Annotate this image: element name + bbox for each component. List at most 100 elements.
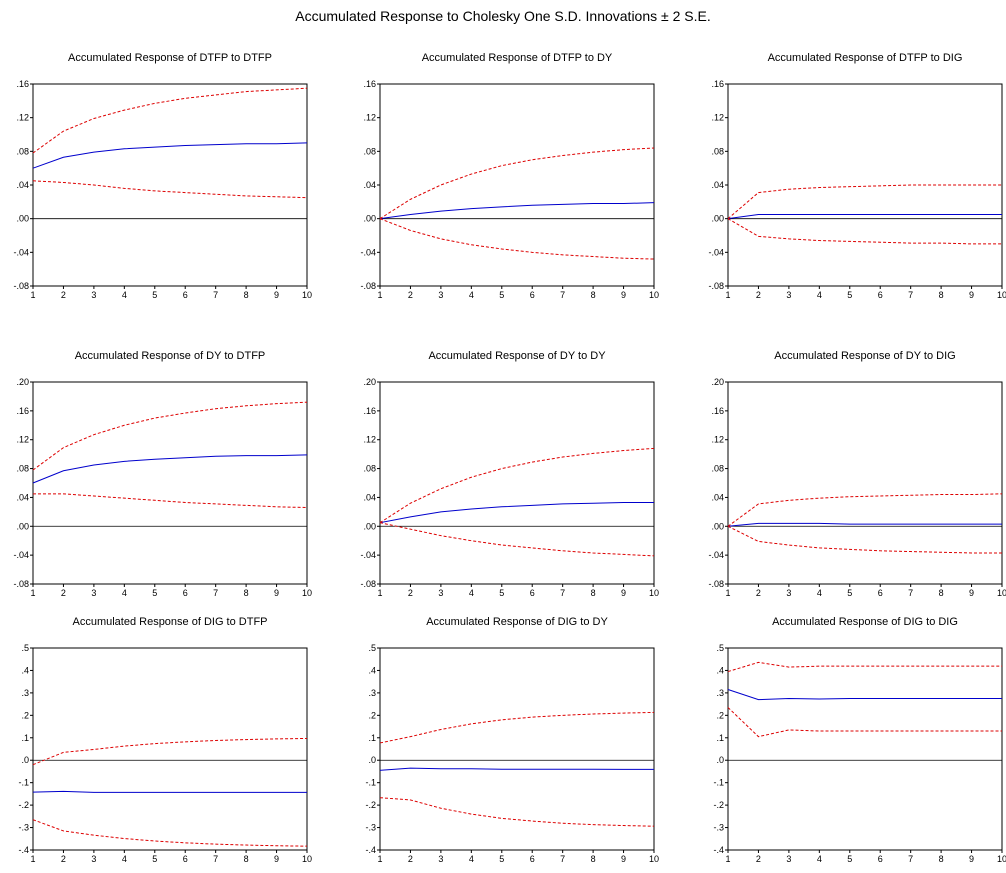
x-tick-label: 6 [878,588,883,598]
y-tick-label: .12 [16,113,29,123]
x-tick-label: 7 [213,290,218,300]
chart-panel: Accumulated Response of DY to DTFP .20 .16… [13,350,312,598]
x-tick-label: 8 [939,854,944,864]
plot-frame [379,647,655,851]
x-tick-label: 2 [61,854,66,864]
y-tick-label: .12 [711,113,724,123]
y-tick-label: .1 [21,733,29,743]
panel-title: Accumulated Response of DIG to DIG [772,616,958,628]
y-tick-label: -.3 [713,823,724,833]
x-tick-label: 9 [969,854,974,864]
x-tick-label: 8 [244,290,249,300]
x-tick-label: 1 [30,588,35,598]
chart-panel: Accumulated Response of DIG to DY .5 .4 .3.… [365,616,659,864]
y-tick-label: .12 [16,435,29,445]
x-tick-label: 8 [939,588,944,598]
chart-panel: Accumulated Response of DY to DIG .20 .16.… [708,350,1006,598]
plot-frame [379,83,655,287]
x-tick-label: 5 [499,854,504,864]
y-tick-label: .08 [16,146,29,156]
x-tick-label: 5 [499,290,504,300]
y-tick-label: -.08 [360,281,376,291]
x-tick-label: 4 [469,588,474,598]
plot-frame [727,647,1003,851]
x-tick-label: 9 [274,854,279,864]
y-tick-label: -.04 [360,247,376,257]
response-line [727,213,1002,220]
chart-panel: Accumulated Response of DIG to DTFP .5 .4.… [18,616,312,864]
panel-title: Accumulated Response of DY to DIG [774,350,955,362]
response-line [379,501,654,524]
x-tick-label: 1 [30,854,35,864]
x-tick-label: 9 [274,290,279,300]
x-tick-label: 3 [438,290,443,300]
y-tick-label: .08 [363,146,376,156]
upper-band-line [379,447,655,524]
y-tick-label: .2 [21,710,29,720]
x-tick-label: 8 [244,588,249,598]
y-tick-label: -.2 [365,800,376,810]
y-tick-label: .1 [368,733,376,743]
x-tick-label: 2 [61,290,66,300]
x-tick-label: 2 [756,290,761,300]
y-tick-label: .04 [363,492,376,502]
upper-band-line [379,147,655,220]
y-tick-label: -.04 [708,550,724,560]
x-tick-label: 1 [30,290,35,300]
chart-panel: Accumulated Response of DIG to DIG .5 .4 .3… [713,616,1006,864]
x-tick-label: 2 [61,588,66,598]
y-tick-label: .4 [21,665,29,675]
response-line [379,202,655,220]
y-tick-label: .04 [711,180,724,190]
upper-band-line [379,711,655,744]
panel-title: Accumulated Response of DTFP to DIG [768,52,963,64]
x-tick-label: 5 [847,588,852,598]
x-tick-label: 4 [469,854,474,864]
x-tick-label: 6 [183,588,188,598]
x-tick-label: 6 [183,290,188,300]
y-tick-label: .00 [16,214,29,224]
x-tick-label: 9 [621,588,626,598]
x-tick-label: 10 [649,588,659,598]
y-tick-label: -.1 [713,778,724,788]
main-title: Accumulated Response to Cholesky One S.D… [295,8,711,24]
y-tick-label: .0 [368,755,376,765]
upper-band-line [32,87,308,154]
y-tick-label: -.4 [18,845,29,855]
x-tick-label: 6 [183,854,188,864]
x-tick-label: 2 [408,290,413,300]
x-tick-label: 7 [560,588,565,598]
y-tick-label: .08 [711,464,724,474]
panel-title: Accumulated Response of DIG to DY [426,616,608,628]
x-tick-label: 10 [302,854,312,864]
y-tick-label: .16 [711,406,724,416]
x-tick-label: 5 [847,290,852,300]
x-tick-label: 1 [725,854,730,864]
x-tick-label: 10 [997,290,1006,300]
x-tick-label: 4 [469,290,474,300]
y-tick-label: -.2 [713,800,724,810]
x-tick-label: 2 [408,854,413,864]
y-tick-label: .5 [21,643,29,653]
y-tick-label: .12 [363,435,376,445]
x-tick-label: 10 [997,854,1006,864]
plot-frame [379,381,655,585]
x-tick-label: 6 [878,854,883,864]
y-tick-label: -.08 [360,579,376,589]
x-tick-label: 1 [725,588,730,598]
x-tick-label: 6 [530,854,535,864]
x-tick-label: 10 [302,588,312,598]
x-tick-label: 5 [152,588,157,598]
response-line [32,790,307,793]
x-tick-label: 6 [530,290,535,300]
y-tick-label: .5 [716,643,724,653]
y-tick-label: .16 [16,79,29,89]
x-tick-label: 7 [213,854,218,864]
x-tick-label: 2 [408,588,413,598]
y-tick-label: -.4 [713,845,724,855]
lower-band-line [727,525,1002,554]
x-tick-label: 1 [377,290,382,300]
x-tick-label: 7 [560,854,565,864]
lower-band-line [32,180,308,199]
